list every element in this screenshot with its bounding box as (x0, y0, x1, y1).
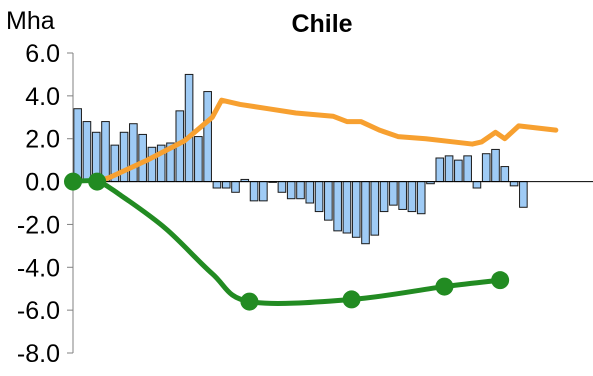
bar (519, 181, 528, 208)
bar (138, 133, 147, 183)
y-tick-label: 4.0 (25, 83, 60, 111)
bar (472, 181, 482, 189)
y-tick-label: 0.0 (25, 169, 60, 197)
bar (147, 146, 157, 183)
bar (509, 181, 519, 187)
green-series-marker (342, 290, 361, 309)
y-tick-label: -6.0 (17, 297, 60, 325)
bar (351, 181, 361, 238)
bar (259, 181, 268, 202)
y-tick-label: -2.0 (17, 211, 60, 239)
y-tick-label: -4.0 (17, 254, 60, 282)
bar (435, 157, 445, 183)
orange-series-line (94, 97, 559, 185)
bar (389, 181, 398, 206)
bar-series (73, 73, 528, 245)
bar (481, 153, 491, 183)
bar (379, 181, 389, 213)
y-tick-label: 2.0 (25, 126, 60, 154)
bar (203, 91, 212, 183)
bar (277, 181, 287, 193)
bar (444, 155, 454, 183)
bar (500, 166, 510, 183)
y-tick-label: -8.0 (17, 340, 60, 368)
orange-line-series (94, 97, 559, 185)
y-tick-label: 6.0 (25, 40, 60, 68)
green-series-marker (64, 172, 82, 191)
bar (398, 181, 407, 210)
green-series-marker (88, 172, 107, 191)
y-axis-unit-label: Mha (6, 7, 55, 35)
green-series-marker (491, 271, 510, 290)
bar (286, 181, 296, 200)
green-series-marker (240, 292, 259, 311)
bar (296, 181, 305, 200)
bar (454, 159, 463, 183)
bar (314, 181, 324, 213)
bar (370, 181, 380, 236)
bar (305, 181, 315, 204)
bar (416, 181, 426, 215)
bar (184, 73, 194, 183)
green-line-series (64, 172, 510, 311)
chart-title: Chile (291, 10, 352, 38)
bar (407, 181, 417, 213)
bar (361, 181, 370, 245)
bar (333, 181, 342, 232)
bar (231, 181, 240, 193)
bar (491, 148, 500, 183)
bar (463, 155, 472, 183)
bar (212, 181, 222, 189)
bar (342, 181, 352, 234)
bar (194, 136, 203, 183)
bar (101, 121, 110, 183)
bar (129, 123, 138, 183)
bar (73, 108, 82, 183)
bar (249, 181, 259, 202)
bar (82, 121, 92, 183)
green-series-marker (435, 277, 454, 296)
bar (221, 181, 231, 189)
bar (324, 181, 333, 221)
y-axis-ticks: 6.0 4.0 2.0 0.0 -2.0 -4.0 -6.0 -8.0 (17, 40, 73, 368)
